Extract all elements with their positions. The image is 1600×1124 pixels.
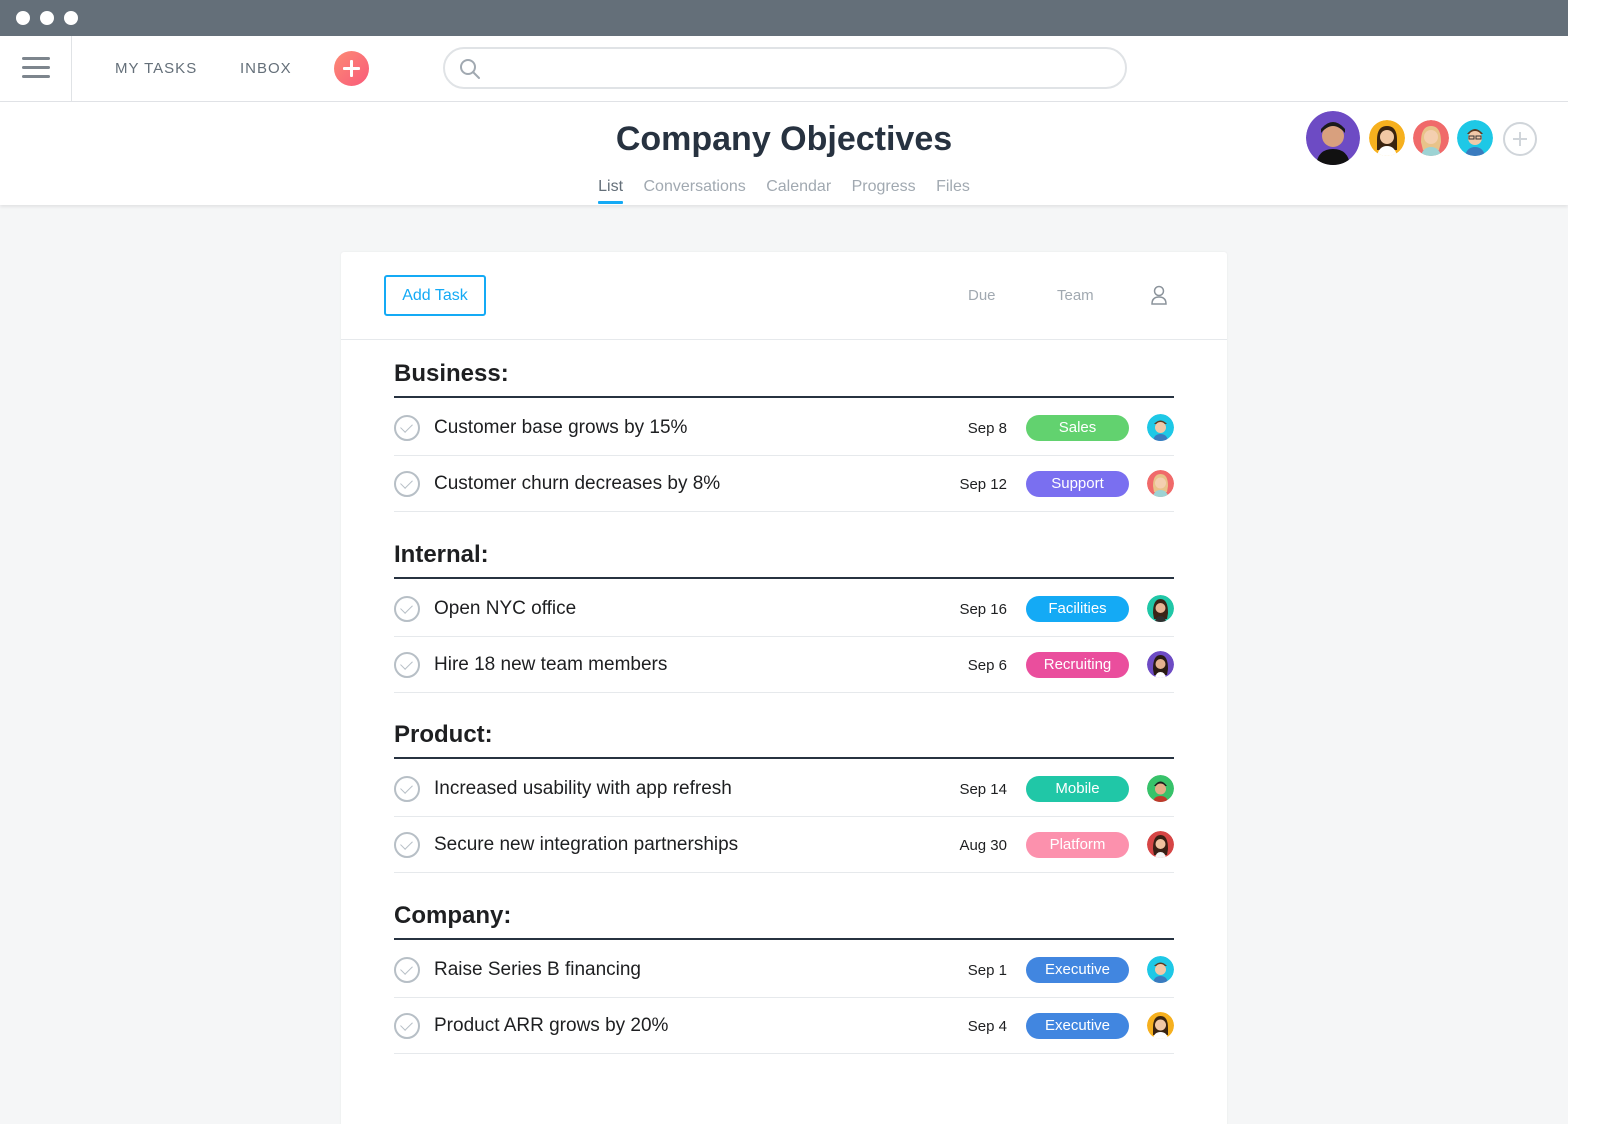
window-titlebar xyxy=(0,0,1568,36)
section-title: Business: xyxy=(394,360,509,387)
complete-task-checkbox[interactable] xyxy=(394,596,420,622)
task-name[interactable]: Open NYC office xyxy=(434,598,577,619)
section-title: Product: xyxy=(394,721,493,748)
member-avatar[interactable] xyxy=(1369,120,1405,156)
tab-conversations[interactable]: Conversations xyxy=(643,178,746,195)
task-due-date[interactable]: Sep 16 xyxy=(959,601,1007,618)
section-title: Company: xyxy=(394,902,512,929)
section-divider xyxy=(394,938,1174,940)
task-name[interactable]: Customer churn decreases by 8% xyxy=(434,473,721,494)
task-row[interactable]: Product ARR grows by 20% Sep 4 Executive xyxy=(394,998,1174,1054)
team-tag[interactable]: Support xyxy=(1026,471,1129,497)
task-row[interactable]: Customer churn decreases by 8% Sep 12 Su… xyxy=(394,456,1174,512)
tab-progress[interactable]: Progress xyxy=(851,178,916,195)
member-avatar[interactable] xyxy=(1413,120,1449,156)
section-divider xyxy=(394,396,1174,398)
task-row[interactable]: Increased usability with app refresh Sep… xyxy=(394,761,1174,817)
task-name[interactable]: Hire 18 new team members xyxy=(434,654,668,675)
team-tag[interactable]: Executive xyxy=(1026,1013,1129,1039)
task-due-date[interactable]: Sep 6 xyxy=(967,657,1007,674)
task-due-date[interactable]: Sep 8 xyxy=(967,420,1007,437)
team-tag[interactable]: Executive xyxy=(1026,957,1129,983)
section-divider xyxy=(394,757,1174,759)
due-column-header[interactable]: Due xyxy=(968,287,996,304)
complete-task-checkbox[interactable] xyxy=(394,415,420,441)
task-name[interactable]: Raise Series B financing xyxy=(434,959,641,980)
hamburger-menu-icon[interactable] xyxy=(0,36,72,101)
task-list-toolbar: Add Task Due Team xyxy=(341,252,1227,340)
search-icon xyxy=(460,59,480,79)
window-maximize-control[interactable] xyxy=(64,11,78,25)
complete-task-checkbox[interactable] xyxy=(394,957,420,983)
assignee-avatar[interactable] xyxy=(1147,956,1174,983)
task-due-date[interactable]: Sep 12 xyxy=(959,476,1007,493)
task-name[interactable]: Customer base grows by 15% xyxy=(434,417,688,438)
task-due-date[interactable]: Sep 1 xyxy=(967,962,1007,979)
task-due-date[interactable]: Sep 14 xyxy=(959,781,1007,798)
window-minimize-control[interactable] xyxy=(40,11,54,25)
team-tag[interactable]: Recruiting xyxy=(1026,652,1129,678)
assignee-avatar[interactable] xyxy=(1147,470,1174,497)
task-list-card: Add Task Due Team Business: Customer bas… xyxy=(341,252,1227,1124)
nav-my-tasks[interactable]: MY TASKS xyxy=(115,60,198,77)
assignee-avatar[interactable] xyxy=(1147,831,1174,858)
tab-list[interactable]: List xyxy=(598,178,623,204)
tab-files[interactable]: Files xyxy=(936,178,970,195)
assignee-avatar[interactable] xyxy=(1147,1012,1174,1039)
team-column-header[interactable]: Team xyxy=(1057,287,1094,304)
task-name[interactable]: Product ARR grows by 20% xyxy=(434,1015,669,1036)
team-tag[interactable]: Facilities xyxy=(1026,596,1129,622)
task-row[interactable]: Secure new integration partnerships Aug … xyxy=(394,817,1174,873)
project-header: Company Objectives List Conversations Ca… xyxy=(0,102,1568,205)
team-tag[interactable]: Sales xyxy=(1026,415,1129,441)
assignee-column-icon[interactable] xyxy=(1151,285,1167,305)
task-name[interactable]: Increased usability with app refresh xyxy=(434,778,732,799)
nav-inbox[interactable]: INBOX xyxy=(240,60,292,77)
project-title: Company Objectives xyxy=(615,120,953,158)
task-row[interactable]: Hire 18 new team members Sep 6 Recruitin… xyxy=(394,637,1174,693)
section-divider xyxy=(394,577,1174,579)
member-avatar[interactable] xyxy=(1306,111,1360,165)
task-name[interactable]: Secure new integration partnerships xyxy=(434,834,739,855)
search-input[interactable] xyxy=(491,57,1111,79)
assignee-avatar[interactable] xyxy=(1147,775,1174,802)
task-row[interactable]: Customer base grows by 15% Sep 8 Sales xyxy=(394,400,1174,456)
complete-task-checkbox[interactable] xyxy=(394,1013,420,1039)
member-avatar[interactable] xyxy=(1457,120,1493,156)
task-row[interactable]: Raise Series B financing Sep 1 Executive xyxy=(394,942,1174,998)
task-row[interactable]: Open NYC office Sep 16 Facilities xyxy=(394,581,1174,637)
assignee-avatar[interactable] xyxy=(1147,414,1174,441)
add-task-button[interactable]: Add Task xyxy=(384,275,486,316)
complete-task-checkbox[interactable] xyxy=(394,652,420,678)
tab-calendar[interactable]: Calendar xyxy=(766,178,832,195)
task-due-date[interactable]: Aug 30 xyxy=(959,837,1007,854)
project-tabs: List Conversations Calendar Progress Fil… xyxy=(0,178,1568,204)
section-title: Internal: xyxy=(394,541,489,568)
complete-task-checkbox[interactable] xyxy=(394,832,420,858)
team-tag[interactable]: Platform xyxy=(1026,832,1129,858)
search-bar[interactable] xyxy=(443,47,1127,89)
window-close-control[interactable] xyxy=(16,11,30,25)
complete-task-checkbox[interactable] xyxy=(394,471,420,497)
assignee-avatar[interactable] xyxy=(1147,595,1174,622)
add-member-icon[interactable] xyxy=(1503,122,1537,156)
task-due-date[interactable]: Sep 4 xyxy=(967,1018,1007,1035)
quick-add-button[interactable] xyxy=(334,51,369,86)
assignee-avatar[interactable] xyxy=(1147,651,1174,678)
complete-task-checkbox[interactable] xyxy=(394,776,420,802)
top-navigation: MY TASKS INBOX xyxy=(0,36,1568,102)
team-tag[interactable]: Mobile xyxy=(1026,776,1129,802)
